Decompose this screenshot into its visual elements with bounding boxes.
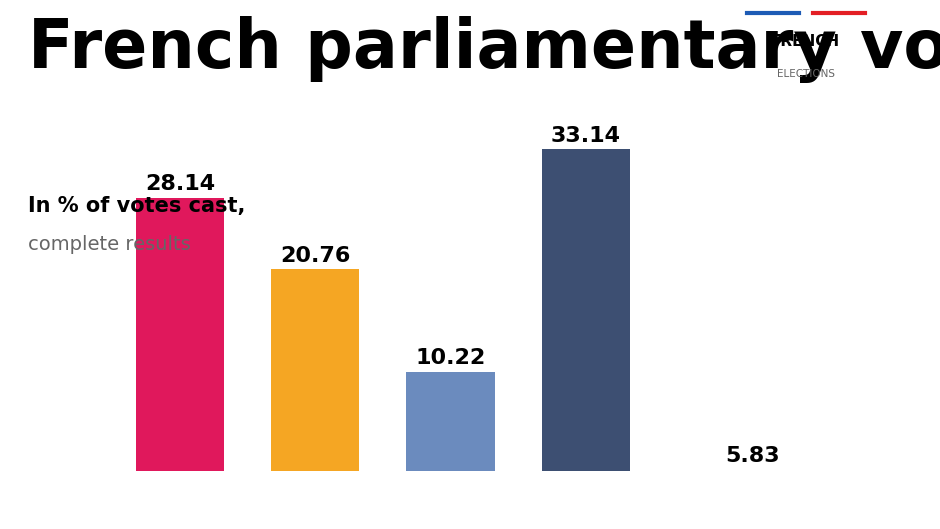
Bar [271,269,359,471]
Text: French parliamentary vote: French parliamentary vote [28,16,940,83]
Text: ELECTIONS: ELECTIONS [776,69,835,79]
Bar [406,372,494,471]
Text: 5.83: 5.83 [725,446,779,466]
Bar [541,149,630,471]
Text: In % of votes cast,: In % of votes cast, [28,196,245,216]
Text: 20.76: 20.76 [280,245,351,266]
Text: 28.14: 28.14 [145,174,215,194]
Text: 33.14: 33.14 [551,125,620,145]
Text: FRENCH: FRENCH [771,34,840,49]
Text: 10.22: 10.22 [415,348,486,368]
Text: complete results: complete results [28,235,191,254]
Bar [135,198,224,471]
